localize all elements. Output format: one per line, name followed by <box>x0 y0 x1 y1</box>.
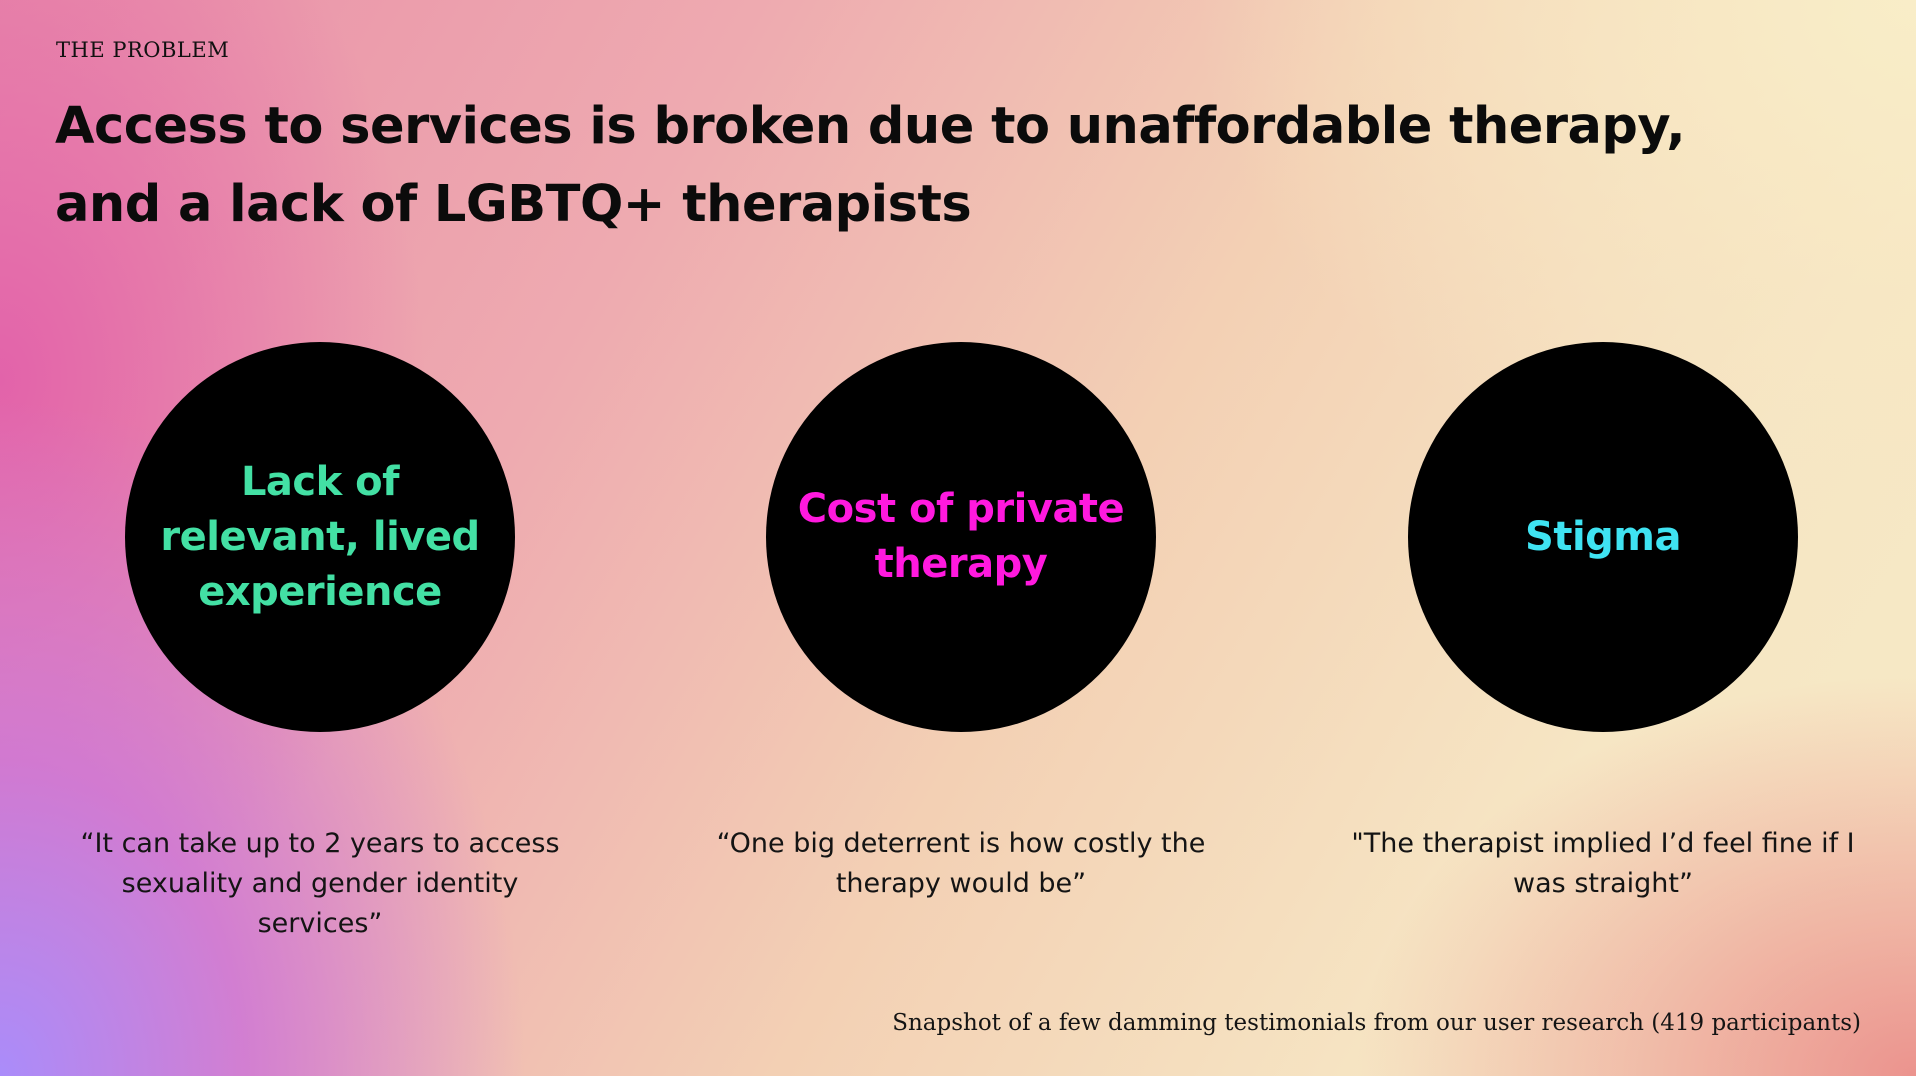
problem-card-lived-experience: Lack of relevant, lived experience “It c… <box>60 342 580 944</box>
problem-label: Cost of private therapy <box>797 486 1125 587</box>
problem-circle: Stigma <box>1408 342 1798 732</box>
slide-title-line-1: Access to services is broken due to unaf… <box>55 97 1686 156</box>
problem-label: Lack of relevant, lived experience <box>160 458 480 615</box>
slide-title-line-2: and a lack of LGBTQ+ therapists <box>55 175 972 234</box>
testimonial-quote: "The therapist implied I’d feel fine if … <box>1351 828 1855 899</box>
eyebrow-label: THE PROBLEM <box>56 38 230 62</box>
problem-card-cost: Cost of private therapy “One big deterre… <box>701 342 1221 904</box>
problem-circle: Lack of relevant, lived experience <box>125 342 515 732</box>
testimonial-quote: “One big deterrent is how costly the the… <box>716 828 1206 899</box>
problem-label: Stigma <box>1525 513 1681 560</box>
research-footnote: Snapshot of a few damming testimonials f… <box>892 1010 1861 1036</box>
testimonial-quote: “It can take up to 2 years to access sex… <box>80 828 560 939</box>
problem-card-stigma: Stigma "The therapist implied I’d feel f… <box>1343 342 1863 904</box>
slide-title: Access to services is broken due to unaf… <box>55 88 1815 244</box>
problem-circle: Cost of private therapy <box>766 342 1156 732</box>
